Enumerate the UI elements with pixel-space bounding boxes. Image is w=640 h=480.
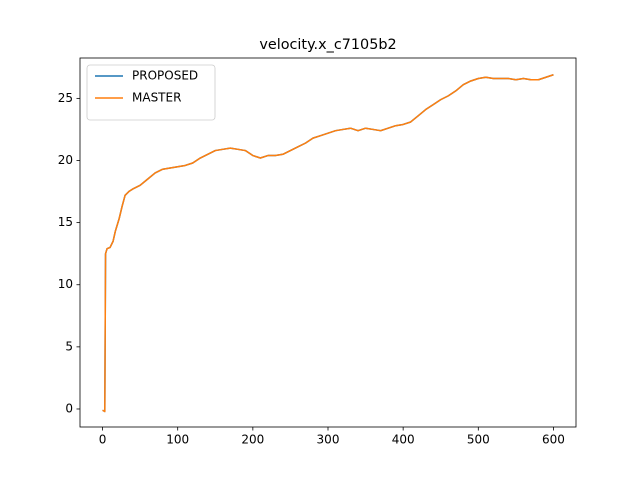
series-line [102, 74, 554, 413]
x-tick-label: 500 [467, 433, 490, 447]
x-tick-label: 300 [317, 433, 340, 447]
legend-label: MASTER [132, 91, 181, 105]
x-tick-label: 600 [542, 433, 565, 447]
legend-box [86, 64, 216, 121]
y-tick-label: 5 [65, 339, 73, 353]
x-tick-label: 0 [99, 433, 107, 447]
x-tick-label: 200 [241, 433, 264, 447]
y-tick-label: 10 [58, 277, 73, 291]
y-tick-label: 25 [58, 91, 73, 105]
y-tick-label: 0 [65, 401, 73, 415]
series-line [102, 74, 554, 413]
x-tick-label: 400 [392, 433, 415, 447]
chart-title: velocity.x_c7105b2 [259, 37, 396, 53]
x-tick-label: 100 [166, 433, 189, 447]
y-tick-label: 20 [58, 153, 73, 167]
legend-label: PROPOSED [132, 69, 198, 83]
plot-frame [79, 57, 577, 428]
y-tick-label: 15 [58, 215, 73, 229]
